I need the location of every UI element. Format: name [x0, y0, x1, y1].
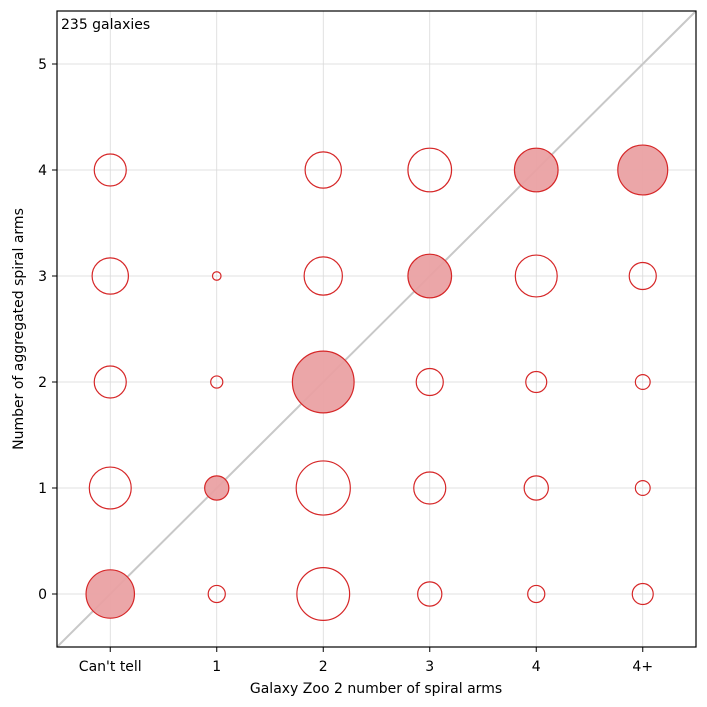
- diagonal-line: [56, 10, 697, 648]
- bubble-point: [93, 365, 127, 399]
- bubble-point-highlighted: [617, 144, 669, 196]
- bubble-point: [295, 460, 351, 516]
- bubble-point: [634, 479, 651, 497]
- x-tick-label: 4: [532, 659, 541, 675]
- y-tick-label: 4: [38, 163, 47, 179]
- bubble-point: [417, 581, 443, 607]
- bubble-point: [415, 367, 444, 397]
- bubble-point: [304, 151, 343, 189]
- y-tick-label: 5: [38, 57, 47, 73]
- bubble-point: [207, 584, 226, 604]
- diagonal-reference: [56, 10, 697, 648]
- grid: [57, 11, 696, 647]
- bubble-point: [407, 147, 453, 193]
- x-tick-label: 4+: [632, 659, 653, 675]
- y-tick-label: 1: [38, 481, 47, 497]
- bubble-point: [210, 375, 224, 389]
- bubble-point: [93, 153, 127, 187]
- bubble-point: [527, 584, 546, 604]
- bubble-point: [634, 373, 651, 391]
- bubble-point: [91, 257, 129, 295]
- bubble-point: [525, 370, 548, 394]
- x-tick-label: 2: [319, 659, 328, 675]
- bubble-point: [303, 256, 343, 296]
- bubble-point: [523, 475, 549, 501]
- bubble-point-highlighted: [204, 475, 230, 501]
- x-tick-label: 3: [425, 659, 434, 675]
- galaxy-count-annotation: 235 galaxies: [61, 17, 150, 33]
- x-axis-label: Galaxy Zoo 2 number of spiral arms: [250, 681, 502, 697]
- bubble-point-highlighted: [85, 569, 136, 619]
- y-tick-label: 2: [38, 375, 47, 391]
- x-tick-label: Can't tell: [79, 659, 142, 675]
- bubble-point-highlighted: [513, 147, 559, 193]
- x-axis-ticks: Can't tell 1 2 3 4 4+: [79, 647, 653, 675]
- y-axis-label: Number of aggregated spiral arms: [11, 208, 27, 450]
- y-axis-ticks: 0 1 2 3 4 5: [38, 57, 57, 603]
- data-points: [85, 144, 669, 621]
- bubble-point: [296, 567, 351, 621]
- bubble-point: [88, 466, 132, 510]
- bubble-point: [413, 471, 447, 505]
- bubble-point: [211, 271, 222, 281]
- y-tick-label: 0: [38, 587, 47, 603]
- bubble-point: [514, 254, 558, 298]
- y-tick-label: 3: [38, 269, 47, 285]
- bubble-point: [631, 582, 654, 606]
- bubble-point-highlighted: [291, 350, 355, 414]
- bubble-point-highlighted: [407, 253, 453, 299]
- plot-frame: [56, 10, 697, 648]
- bubble-point: [628, 261, 657, 291]
- x-tick-label: 1: [212, 659, 221, 675]
